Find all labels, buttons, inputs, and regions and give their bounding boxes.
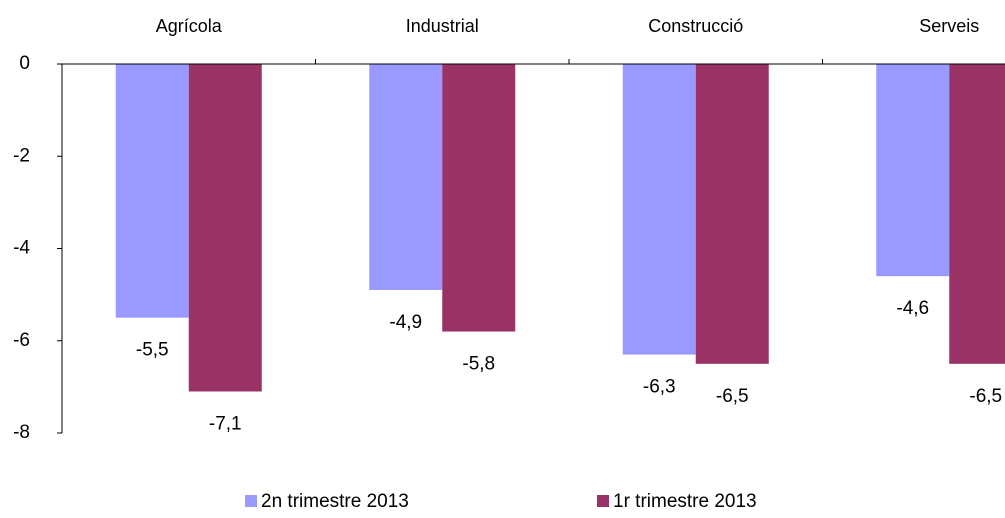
y-tick-label: -4 (13, 238, 30, 259)
bar (876, 64, 950, 277)
x-tick-label: Industrial (406, 16, 479, 36)
value-label: -5,5 (136, 340, 169, 361)
y-tick-label: -2 (13, 145, 30, 166)
y-tick-label: -6 (13, 330, 30, 351)
value-label: -6,3 (643, 377, 676, 398)
legend-swatch (245, 495, 257, 507)
bar (442, 64, 516, 332)
legend-label: 2n trimestre 2013 (261, 491, 409, 512)
y-tick-label: 0 (19, 53, 30, 74)
bar (949, 64, 1005, 364)
bar (369, 64, 443, 291)
legend-label: 1r trimestre 2013 (613, 491, 757, 512)
bar (115, 64, 189, 318)
x-tick-label: Serveis (919, 16, 979, 36)
bar (622, 64, 696, 355)
value-label: -6,5 (716, 386, 749, 407)
value-label: -4,9 (389, 312, 422, 333)
value-label: -4,6 (896, 298, 929, 319)
legend-swatch (597, 495, 609, 507)
value-label: -6,5 (969, 386, 1002, 407)
value-label: -7,1 (209, 414, 242, 435)
x-tick-label: Construcció (648, 16, 743, 36)
x-tick-label: Agrícola (156, 16, 223, 36)
bar (188, 64, 262, 392)
bar (695, 64, 769, 364)
value-label: -5,8 (462, 354, 495, 375)
y-tick-label: -8 (13, 422, 30, 443)
